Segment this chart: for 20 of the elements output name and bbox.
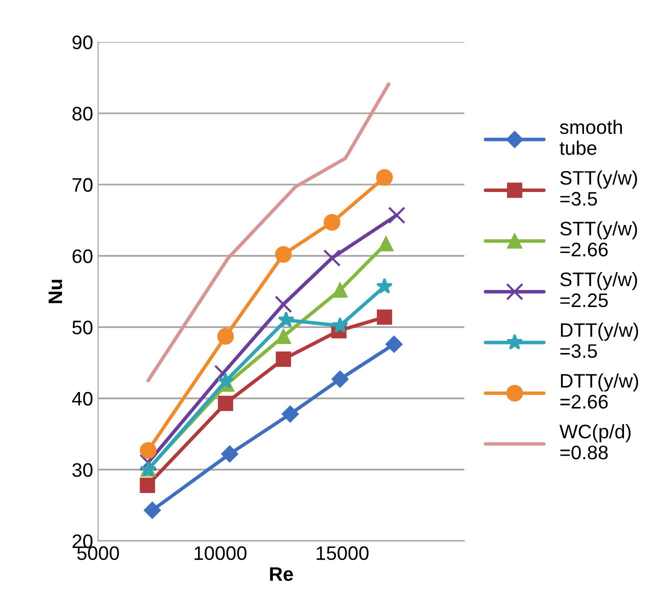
y-tick-label: 70 (72, 178, 92, 192)
legend-label: STT(y/w) =2.66 (560, 221, 638, 256)
y-tick-label: 40 (72, 392, 92, 406)
y-tick-label: 20 (72, 534, 92, 548)
y-tick-label: 50 (72, 320, 92, 334)
y-tick-label: 60 (72, 249, 92, 264)
legend-label: DTT(y/w) =2.66 (560, 373, 638, 409)
y-tick-label: 80 (72, 106, 92, 121)
legend-label: STT(y/w) =2.25 (560, 272, 638, 308)
legend-label: STT(y/w) =3.5 (560, 170, 638, 206)
legend-label: smooth tube (560, 120, 622, 155)
legend-label: DTT(y/w) =3.5 (560, 322, 638, 358)
y-tick-label: 30 (72, 463, 92, 477)
x-tick-label: 10000 (194, 546, 246, 560)
y-axis-title: Nu (48, 280, 62, 304)
x-tick-label: 5000 (77, 546, 119, 560)
y-tick-label: 90 (72, 36, 92, 50)
x-tick-label: 15000 (316, 546, 369, 560)
x-axis-title: Re (270, 567, 293, 581)
legend-label: WC(p/d) =0.88 (559, 424, 631, 460)
